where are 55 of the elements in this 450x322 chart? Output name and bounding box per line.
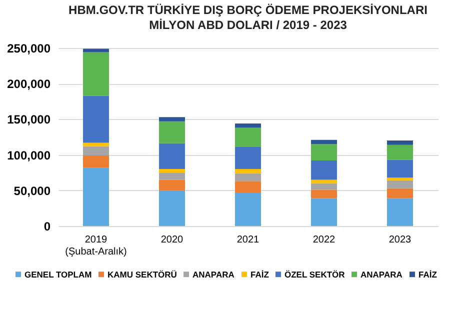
bar xyxy=(387,180,413,188)
bar xyxy=(235,169,261,174)
bar xyxy=(159,117,185,122)
bar xyxy=(83,96,109,143)
y-tick-label: 0 xyxy=(44,220,51,234)
y-tick-label: 150,000 xyxy=(7,112,51,127)
bar xyxy=(235,192,261,226)
legend-label: ANAPARA xyxy=(360,269,402,280)
bar xyxy=(159,121,185,144)
bar xyxy=(311,144,337,160)
bar xyxy=(83,156,109,168)
bar xyxy=(311,180,337,184)
x-tick-label: 2021 xyxy=(236,234,260,246)
bar xyxy=(83,168,109,226)
bar xyxy=(159,143,185,170)
y-tick-label: 100,000 xyxy=(7,148,51,162)
bar xyxy=(235,128,261,147)
bar xyxy=(83,48,109,52)
bar xyxy=(311,190,337,198)
legend-label: FAİZ xyxy=(250,269,269,280)
legend-label: FAİZ xyxy=(418,269,437,280)
bar xyxy=(235,146,261,170)
chart-subtitle: MİLYON ABD DOLARI / 2019 - 2023 xyxy=(149,18,348,32)
legend-label: GENEL TOPLAM xyxy=(24,269,92,280)
x-tick-label: 2020 xyxy=(160,234,184,246)
bar xyxy=(387,198,413,226)
bar xyxy=(235,173,261,182)
legend-label: ÖZEL SEKTÖR xyxy=(284,269,345,280)
x-tick-label: 2019 (Şubat-Aralık) xyxy=(65,234,127,258)
y-tick-label: 250,000 xyxy=(7,42,51,56)
bar xyxy=(311,183,337,190)
x-tick-label: 2023 xyxy=(388,234,412,246)
bar xyxy=(387,144,413,160)
bar xyxy=(387,188,413,198)
bar xyxy=(159,190,185,226)
bar xyxy=(159,180,185,190)
bar xyxy=(387,178,413,180)
bar xyxy=(311,140,337,144)
bar xyxy=(387,160,413,178)
bar xyxy=(83,52,109,96)
x-tick-label: 2022 xyxy=(312,234,336,246)
y-tick-label: 200,000 xyxy=(7,77,51,92)
bar xyxy=(235,123,261,128)
y-tick-label: 50,000 xyxy=(14,184,51,198)
legend-label: ANAPARA xyxy=(192,269,234,280)
chart-title: HBM.GOV.TR TÜRKİYE DIŞ BORÇ ÖDEME PROJEKSİYONLARI xyxy=(68,3,428,17)
bar xyxy=(159,169,185,173)
bar xyxy=(235,181,261,193)
bar xyxy=(387,140,413,145)
bar xyxy=(83,142,109,146)
bar xyxy=(311,198,337,226)
bar xyxy=(159,172,185,180)
bar xyxy=(311,160,337,180)
legend-label: KAMU SEKTÖRÜ xyxy=(108,269,177,280)
bar xyxy=(83,146,109,156)
